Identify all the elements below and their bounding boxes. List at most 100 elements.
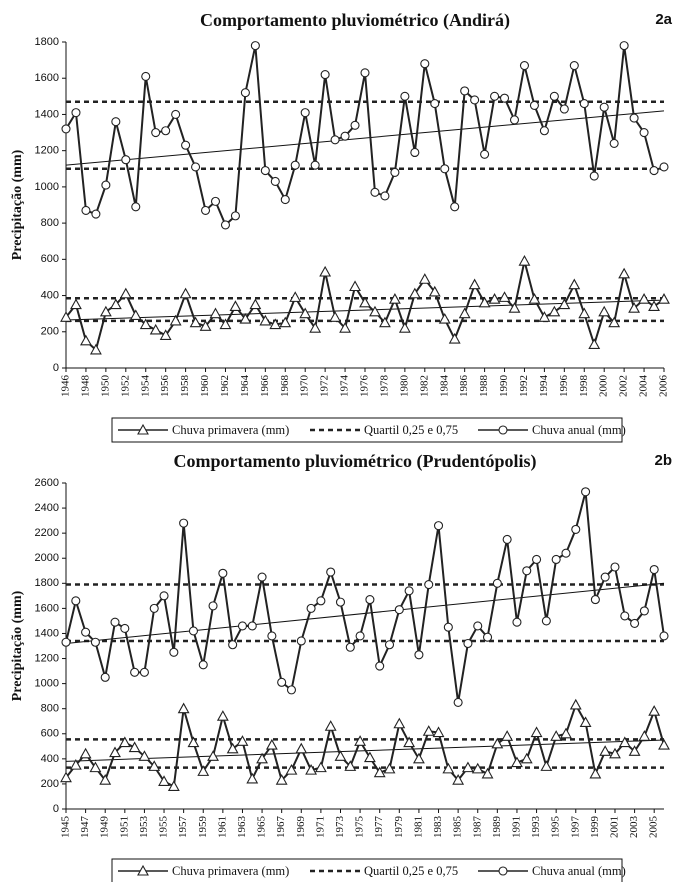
circle-marker xyxy=(394,605,404,615)
circle-marker xyxy=(300,108,310,118)
circle-marker xyxy=(335,597,346,607)
x-tick-label: 1998 xyxy=(578,375,590,398)
x-tick-label: 1954 xyxy=(139,375,151,398)
circle-marker xyxy=(131,202,141,212)
triangle-marker xyxy=(461,761,474,773)
triangle-marker xyxy=(216,710,229,721)
triangle-marker xyxy=(354,735,367,746)
triangle-marker xyxy=(428,285,441,297)
circle-marker xyxy=(659,631,669,641)
circle-marker xyxy=(470,95,480,105)
circle-marker xyxy=(463,638,473,649)
triangle-marker xyxy=(478,296,491,308)
circle-marker xyxy=(120,623,130,633)
circle-marker xyxy=(161,126,171,136)
circle-marker xyxy=(639,606,649,616)
x-tick-label: 1948 xyxy=(79,375,91,398)
x-tick-label: 1956 xyxy=(159,375,171,398)
circle-marker xyxy=(208,601,218,611)
triangle-marker xyxy=(488,293,501,304)
circle-marker xyxy=(549,91,559,101)
circle-marker xyxy=(509,115,520,125)
circle-marker xyxy=(141,71,151,81)
triangle-marker xyxy=(334,750,347,761)
triangle-marker xyxy=(295,742,308,754)
x-tick-label: 1971 xyxy=(314,816,326,838)
circle-marker xyxy=(91,209,101,219)
circle-marker xyxy=(350,120,360,130)
circle-marker xyxy=(619,41,629,51)
triangle-marker xyxy=(148,760,161,771)
triangle-marker xyxy=(249,298,262,310)
triangle-marker xyxy=(609,747,621,759)
triangle-marker xyxy=(79,334,92,346)
triangle-marker xyxy=(628,302,641,313)
x-tick-label: 1958 xyxy=(179,375,191,398)
circle-marker xyxy=(499,93,510,103)
triangle-marker xyxy=(530,726,543,738)
circle-marker xyxy=(320,70,330,80)
triangle-marker xyxy=(608,316,621,328)
triangle-marker xyxy=(618,267,631,279)
triangle-marker xyxy=(79,747,92,759)
y-tick-label: 2400 xyxy=(35,502,59,514)
triangle-marker xyxy=(187,736,200,748)
circle-marker xyxy=(139,667,149,677)
circle-marker xyxy=(460,86,470,96)
triangle-marker xyxy=(207,750,219,761)
triangle-marker xyxy=(169,314,182,326)
x-tick-label: 1945 xyxy=(60,816,72,839)
y-tick-label: 200 xyxy=(41,326,59,338)
triangle-marker xyxy=(236,735,249,746)
circle-marker xyxy=(450,202,460,212)
circle-marker xyxy=(90,637,100,647)
triangle-marker xyxy=(403,736,416,748)
circle-marker xyxy=(101,180,111,190)
triangle-marker xyxy=(408,287,421,299)
y-tick-label: 1600 xyxy=(35,72,59,84)
triangle-marker xyxy=(369,305,381,317)
x-tick-label: 1994 xyxy=(538,375,550,398)
y-tick-label: 800 xyxy=(41,217,59,229)
circle-marker xyxy=(420,59,430,69)
circle-marker xyxy=(590,595,600,605)
circle-marker xyxy=(149,603,159,613)
triangle-marker xyxy=(279,316,292,328)
triangle-marker xyxy=(412,752,425,764)
triangle-marker xyxy=(442,762,455,774)
circle-marker xyxy=(250,41,260,51)
legend-box xyxy=(111,858,623,882)
triangle-marker xyxy=(618,736,631,748)
triangle-marker xyxy=(398,322,411,333)
circle-marker xyxy=(539,126,549,136)
circle-marker xyxy=(360,68,370,78)
x-tick-label: 1949 xyxy=(99,816,111,839)
triangle-marker xyxy=(275,774,288,785)
triangle-marker xyxy=(598,305,611,317)
circle-marker xyxy=(629,113,639,123)
triangle-marker xyxy=(179,287,192,299)
x-tick-label: 1988 xyxy=(478,375,490,398)
y-tick-label: 2600 xyxy=(35,477,59,489)
x-tick-label: 2003 xyxy=(628,816,640,839)
triangle-marker xyxy=(226,742,239,754)
x-tick-label: 1995 xyxy=(550,816,562,839)
y-tick-label: 1200 xyxy=(35,652,59,664)
circle-marker xyxy=(490,91,500,101)
x-tick-label: 1962 xyxy=(219,375,231,397)
triangle-marker xyxy=(189,316,202,328)
circle-marker xyxy=(121,155,131,165)
legend-box xyxy=(111,417,623,443)
circle-marker xyxy=(400,91,410,101)
triangle-marker xyxy=(285,763,298,775)
triangle-marker xyxy=(588,338,601,350)
x-tick-label: 1983 xyxy=(432,816,444,839)
circle-marker xyxy=(296,636,306,646)
triangle-marker xyxy=(448,332,461,344)
x-tick-label: 1952 xyxy=(119,375,131,397)
triangle-marker xyxy=(219,318,232,330)
triangle-marker xyxy=(658,293,670,304)
x-tick-label: 1947 xyxy=(79,816,91,839)
chart-title: Comportamento pluviométrico (Prudentópol… xyxy=(174,451,537,472)
legend-label: Quartil 0,25 e 0,75 xyxy=(364,864,458,878)
